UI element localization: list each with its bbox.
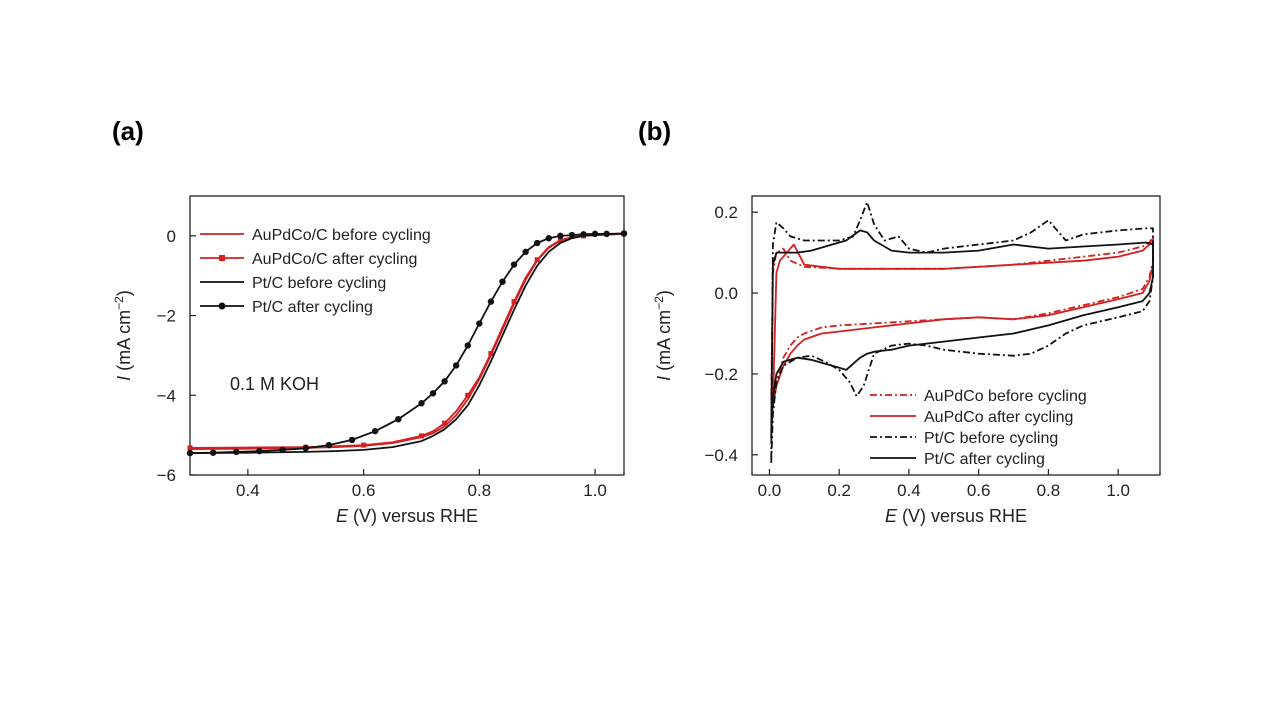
y-axis-label-part: I	[654, 376, 674, 381]
series-point-3	[371, 427, 379, 435]
legend-label-3: Pt/C after cycling	[252, 299, 373, 316]
series-point-1	[511, 299, 517, 305]
y-tick-label: 0.2	[714, 203, 738, 222]
series-line-1	[189, 233, 625, 449]
y-axis-label-part: )	[654, 290, 674, 296]
series-point-3	[580, 231, 587, 238]
series-point-3	[395, 416, 402, 423]
series-point-3	[302, 445, 309, 452]
y-axis-label-part: −2	[652, 296, 666, 310]
x-tick-label: 1.0	[1106, 481, 1130, 500]
series-line-0	[770, 235, 1154, 403]
series-point-3	[464, 342, 471, 349]
x-axis-label-var: E	[336, 506, 349, 526]
x-tick-label: 0.0	[758, 481, 782, 500]
x-tick-label: 0.6	[352, 481, 376, 500]
series-point-3	[233, 448, 240, 456]
series-point-3	[452, 362, 460, 369]
legend-label-1: AuPdCo/C after cycling	[252, 251, 417, 268]
series-point-3	[256, 447, 263, 455]
series-point-3	[325, 441, 333, 449]
series-point-3	[476, 320, 483, 327]
x-axis-label-unit: (V) versus RHE	[348, 506, 478, 526]
y-axis-label-part: I	[114, 376, 134, 381]
plot-frame	[189, 195, 625, 476]
series-point-3	[429, 390, 437, 397]
legend-label-0: AuPdCo before cycling	[924, 388, 1087, 405]
series-point-1	[488, 350, 494, 356]
legend-marker-1	[219, 255, 225, 261]
legend-label-1: AuPdCo after cycling	[924, 409, 1073, 426]
series-point-1	[187, 445, 193, 451]
legend-label-0: AuPdCo/C before cycling	[252, 227, 431, 244]
series-line-3	[189, 232, 625, 454]
y-tick-label: 0.0	[714, 284, 738, 303]
series-point-3	[510, 261, 518, 268]
y-tick-label: −2	[157, 307, 176, 326]
y-tick-label: −4	[157, 386, 176, 405]
series-point-3	[591, 230, 599, 238]
series-point-3	[545, 235, 552, 242]
series-point-1	[557, 237, 563, 243]
panel-a-label: (a)	[112, 116, 144, 146]
series-point-3	[348, 436, 356, 444]
plot-frame	[751, 195, 1161, 476]
series-point-3	[487, 298, 495, 305]
series-point-3	[603, 230, 610, 238]
y-axis-label-part: )	[114, 290, 134, 296]
series-point-3	[209, 449, 217, 456]
series-point-3	[522, 248, 529, 255]
series-point-3	[534, 239, 541, 247]
x-tick-label: 0.8	[468, 481, 492, 500]
series-line-2	[770, 201, 1154, 463]
y-tick-label: 0	[167, 227, 176, 246]
series-point-1	[442, 420, 448, 426]
x-tick-label: 0.4	[897, 481, 921, 500]
series-line-3	[770, 229, 1154, 439]
x-tick-label: 1.0	[583, 481, 607, 500]
series-point-3	[620, 230, 628, 237]
series-point-1	[418, 433, 424, 439]
series-point-3	[568, 231, 576, 239]
panel-b-label: (b)	[638, 116, 672, 146]
series-point-3	[499, 278, 506, 285]
series-point-1	[534, 257, 540, 263]
x-tick-label: 0.6	[967, 481, 991, 500]
x-tick-label: 0.4	[236, 481, 260, 500]
y-tick-label: −6	[157, 466, 176, 485]
series-point-3	[418, 400, 425, 407]
legend-marker-3	[218, 302, 226, 310]
annotation-electrolyte: 0.1 M KOH	[230, 374, 319, 394]
x-tick-label: 0.2	[827, 481, 851, 500]
y-axis-label-part: (mA cm	[114, 310, 134, 376]
series-line-2	[189, 232, 625, 454]
x-tick-label: 0.8	[1037, 481, 1061, 500]
x-axis-label: E (V) versus RHE	[336, 506, 478, 526]
x-axis-label-var: E	[885, 506, 898, 526]
y-tick-label: −0.4	[704, 446, 738, 465]
series-point-3	[186, 449, 194, 457]
y-axis-label: I (mA cm−2)	[112, 290, 134, 381]
y-axis-label-part: (mA cm	[654, 310, 674, 376]
x-axis-label: E (V) versus RHE	[885, 506, 1027, 526]
series-point-3	[557, 232, 564, 240]
series-point-1	[361, 442, 367, 448]
legend-label-2: Pt/C before cycling	[252, 275, 386, 292]
y-axis-label: I (mA cm−2)	[652, 290, 674, 381]
legend-label-3: Pt/C after cycling	[924, 451, 1045, 468]
y-tick-label: −0.2	[704, 365, 738, 384]
series-point-3	[279, 446, 286, 454]
legend-label-2: Pt/C before cycling	[924, 430, 1058, 447]
x-axis-label-unit: (V) versus RHE	[897, 506, 1027, 526]
y-axis-label-part: −2	[112, 296, 126, 310]
series-point-3	[441, 378, 448, 385]
series-point-1	[465, 392, 471, 398]
